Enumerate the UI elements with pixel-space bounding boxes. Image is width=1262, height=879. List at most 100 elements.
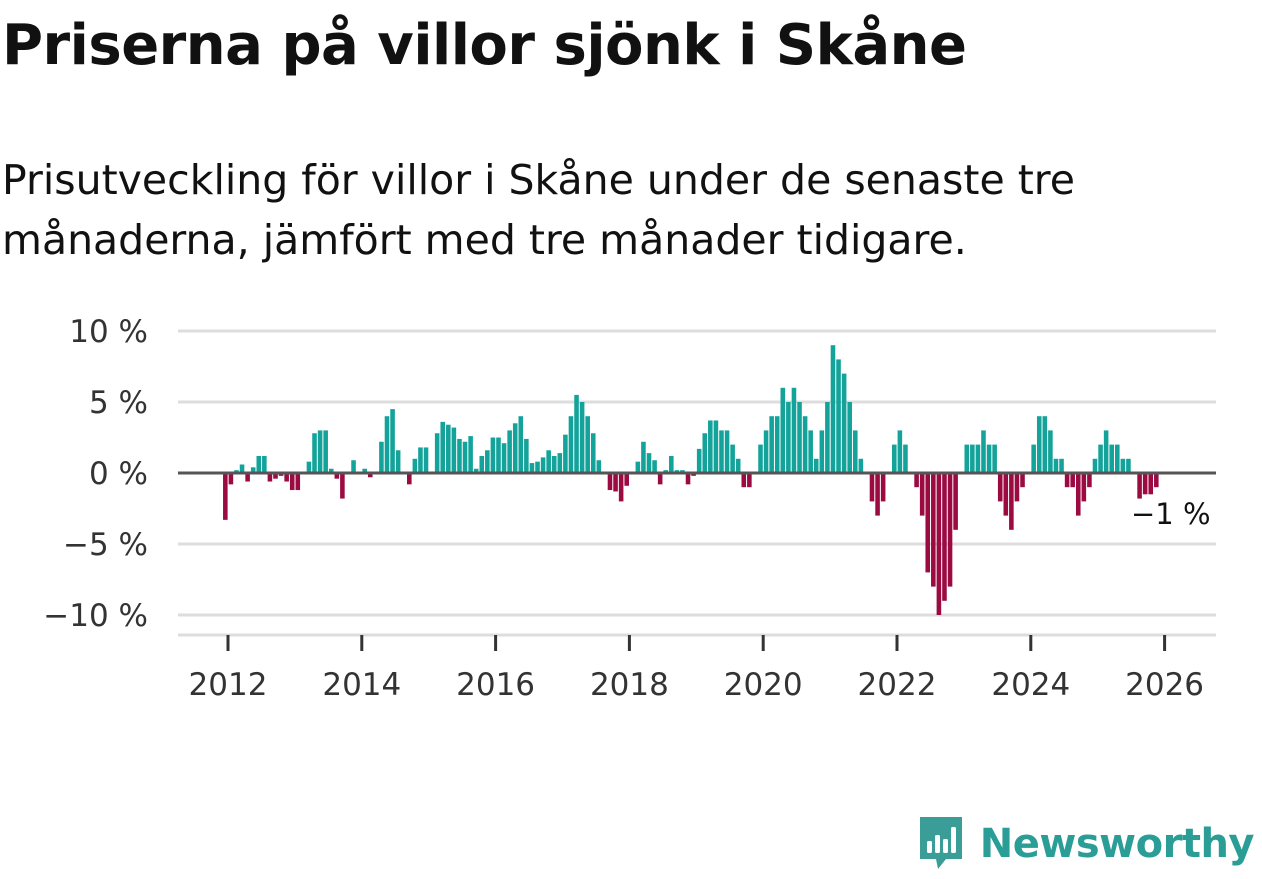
y-axis-labels: 10 % 5 % 0 % −5 % −10 % [43,314,148,634]
bar [546,450,551,473]
bar [869,473,875,502]
bar [596,460,602,473]
bar [1031,444,1036,473]
bar [468,436,473,473]
bar [970,444,975,473]
bar [568,416,574,473]
bar [1014,473,1020,502]
bar [747,473,752,488]
bar [384,416,390,473]
bar [763,430,769,473]
bar [423,447,429,473]
brand-name: Newsworthy [979,821,1255,867]
bar [1092,458,1098,473]
bar [669,455,674,473]
bar [1053,458,1059,473]
bar [875,473,880,516]
bar-series [223,345,1159,615]
bar [507,430,512,473]
bar [1081,473,1087,502]
bar [942,473,947,601]
bar [992,444,997,473]
bar [808,430,813,473]
bar [858,458,864,473]
bar [981,430,986,473]
bar [613,473,618,492]
bar [813,458,819,473]
bar [1154,473,1159,488]
bar [250,467,256,473]
bar [730,444,735,473]
bar [1126,458,1131,473]
bar [490,437,496,473]
bar [496,437,501,473]
bar [719,430,724,473]
bar [1048,430,1053,473]
x-tick-label: 2018 [590,667,669,703]
bar [914,473,919,488]
bar [457,438,462,473]
chart-subtitle: Prisutveckling för villor i Skåne under … [2,156,1075,264]
bar [997,473,1003,502]
bar [1003,473,1009,516]
bar [986,444,992,473]
bar [897,430,903,473]
bar [579,402,585,473]
bar [975,444,981,473]
y-tick-label: 5 % [89,385,148,421]
x-tick-label: 2026 [1125,667,1204,703]
bar [852,430,858,473]
bar [418,447,423,473]
bar [836,359,841,473]
bar [607,473,613,491]
bar [312,433,317,473]
bar [964,444,970,473]
y-tick-label: 10 % [69,314,148,350]
bar [351,460,356,473]
bar [317,430,323,473]
bar [685,473,691,485]
bar [1137,473,1142,499]
bar [245,473,250,482]
bar [741,473,747,488]
y-tick-label: −10 % [43,598,148,634]
bar [590,433,596,473]
bar [641,441,646,473]
bar [708,420,713,473]
x-tick-label: 2022 [858,667,937,703]
bar [524,438,529,473]
y-tick-label: 0 % [89,456,148,492]
bar [239,464,245,473]
bar [830,345,836,473]
bar [802,416,808,473]
bar [1009,473,1014,530]
bar [479,455,485,473]
bar [892,444,897,473]
bar [1042,416,1048,473]
last-value-label: −1 % [1131,497,1211,531]
bar [379,441,384,473]
bar [947,473,953,587]
bar [953,473,958,530]
x-tick-label: 2014 [322,667,401,703]
bar [841,373,847,473]
x-tick-label: 2024 [991,667,1070,703]
bar [758,444,763,473]
bar [769,416,774,473]
bar [1142,473,1148,495]
bar [512,423,518,473]
bar [1115,444,1120,473]
bar [1148,473,1154,495]
bar [451,427,457,473]
bar [1120,458,1126,473]
bar [267,473,273,482]
bar [284,473,289,482]
bar [936,473,942,615]
bar [540,457,546,473]
bar [847,402,852,473]
bar [819,430,825,473]
bar [340,473,345,499]
bar [786,402,791,473]
bar [652,460,657,473]
bar [702,433,708,473]
